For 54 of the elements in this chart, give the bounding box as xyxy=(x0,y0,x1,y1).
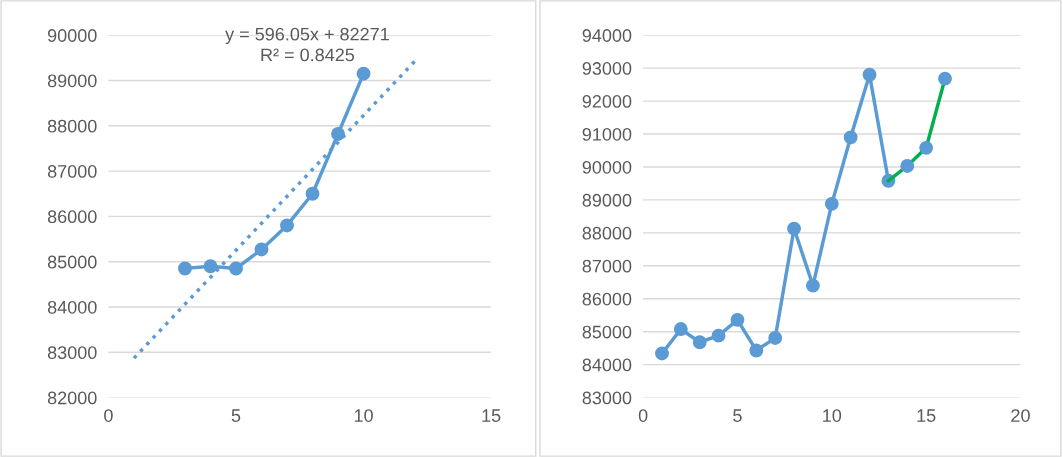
y-tick-label: 86000 xyxy=(582,292,632,306)
point xyxy=(824,196,839,211)
point xyxy=(673,322,688,337)
y-tick-label: 89000 xyxy=(47,74,97,88)
point xyxy=(254,242,269,257)
point xyxy=(356,66,371,81)
y-tick-label: 87000 xyxy=(47,165,97,178)
x-tick-label: 10 xyxy=(354,409,373,422)
point xyxy=(787,221,802,236)
point xyxy=(805,278,820,293)
point xyxy=(305,186,320,201)
y-tick-label: 94000 xyxy=(582,29,632,42)
x-tick-label: 10 xyxy=(823,409,842,422)
point xyxy=(280,218,294,233)
point xyxy=(730,312,745,327)
y-tick-label: 92000 xyxy=(582,95,632,108)
y-tick-label: 83000 xyxy=(582,391,632,405)
x-tick-label: 5 xyxy=(231,409,241,422)
y-tick-label: 87000 xyxy=(582,259,632,273)
y-tick-label: 88000 xyxy=(582,226,632,240)
y-tick-label: 86000 xyxy=(47,210,97,224)
point xyxy=(229,261,243,276)
x-tick-label: 20 xyxy=(1011,409,1030,422)
y-tick-label: 85000 xyxy=(582,325,632,339)
point xyxy=(768,331,783,345)
x-tick-label: 15 xyxy=(917,409,936,422)
point xyxy=(203,259,218,274)
point xyxy=(178,261,192,276)
point xyxy=(900,159,915,173)
y-tick-label: 90000 xyxy=(582,160,632,174)
y-tick-label: 84000 xyxy=(582,358,632,372)
point xyxy=(919,140,934,155)
point xyxy=(331,126,345,141)
y-tick-label: 93000 xyxy=(582,62,632,75)
point xyxy=(749,343,764,358)
point xyxy=(843,130,858,145)
y-tick-label: 88000 xyxy=(47,119,97,133)
y-tick-label: 83000 xyxy=(47,346,97,360)
y-tick-label: 89000 xyxy=(582,193,632,207)
point xyxy=(655,346,669,361)
x-tick-label: 5 xyxy=(733,409,742,422)
x-tick-label: 0 xyxy=(638,409,648,422)
y-tick-label: 91000 xyxy=(582,127,632,141)
y-tick-label: 85000 xyxy=(47,255,97,269)
annotation: y = 596.05x + 82271 R² = 0.8425 xyxy=(225,27,389,62)
point xyxy=(938,71,952,86)
point xyxy=(692,335,707,350)
y-tick-label: 90000 xyxy=(47,29,97,42)
y-tick-label: 84000 xyxy=(47,300,97,314)
point xyxy=(711,328,726,343)
y-tick-label: 82000 xyxy=(47,391,97,405)
point xyxy=(862,67,877,82)
x-tick-label: 15 xyxy=(482,409,501,422)
x-tick-label: 0 xyxy=(104,409,113,422)
